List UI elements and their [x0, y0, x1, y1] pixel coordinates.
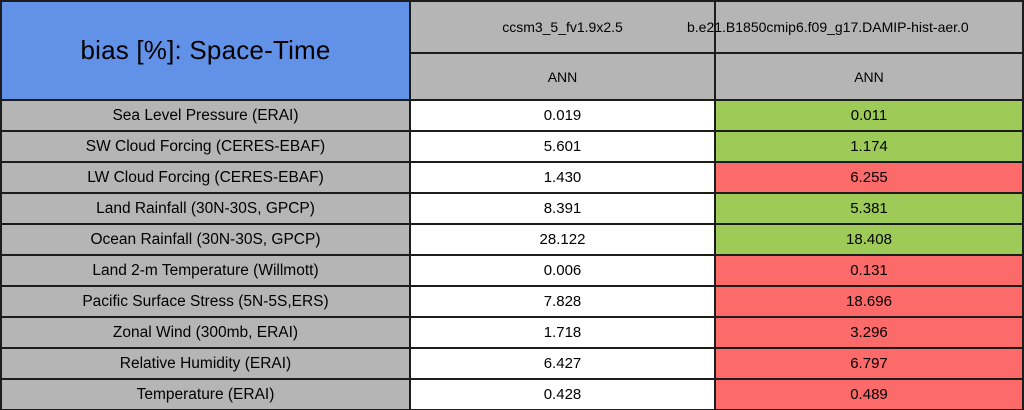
status-value-cell: 0.131 [716, 256, 1022, 285]
row-label: LW Cloud Forcing (CERES-EBAF) [2, 163, 409, 192]
value-cell: 28.122 [411, 225, 714, 254]
status-value-cell: 18.696 [716, 287, 1022, 316]
value-cell: 5.601 [411, 132, 714, 161]
row-label: Land Rainfall (30N-30S, GPCP) [2, 194, 409, 223]
value-cell: 1.718 [411, 318, 714, 347]
value-cell: 1.430 [411, 163, 714, 192]
value-cell: 8.391 [411, 194, 714, 223]
subheader-season-1: ANN [411, 54, 714, 99]
subheader-season-2: ANN [716, 54, 1022, 99]
status-value-cell: 1.174 [716, 132, 1022, 161]
value-cell: 6.427 [411, 349, 714, 378]
row-label: Pacific Surface Stress (5N-5S,ERS) [2, 287, 409, 316]
value-cell: 0.006 [411, 256, 714, 285]
value-cell: 0.019 [411, 101, 714, 130]
row-label: Sea Level Pressure (ERAI) [2, 101, 409, 130]
row-label: Relative Humidity (ERAI) [2, 349, 409, 378]
status-value-cell: 6.797 [716, 349, 1022, 378]
status-value-cell: 18.408 [716, 225, 1022, 254]
table-title-cell: bias [%]: Space-Time [2, 2, 409, 99]
row-label: Temperature (ERAI) [2, 380, 409, 409]
column-header-model-1: ccsm3_5_fv1.9x2.5 [411, 2, 714, 52]
column-header-model-2-text: b.e21.B1850cmip6.f09_g17.DAMIP-hist-aer.… [687, 19, 969, 35]
status-value-cell: 3.296 [716, 318, 1022, 347]
status-value-cell: 0.489 [716, 380, 1022, 409]
status-value-cell: 0.011 [716, 101, 1022, 130]
row-label: Ocean Rainfall (30N-30S, GPCP) [2, 225, 409, 254]
row-label: Land 2-m Temperature (Willmott) [2, 256, 409, 285]
value-cell: 7.828 [411, 287, 714, 316]
status-value-cell: 5.381 [716, 194, 1022, 223]
value-cell: 0.428 [411, 380, 714, 409]
row-label: Zonal Wind (300mb, ERAI) [2, 318, 409, 347]
status-value-cell: 6.255 [716, 163, 1022, 192]
row-label: SW Cloud Forcing (CERES-EBAF) [2, 132, 409, 161]
column-header-model-2: b.e21.B1850cmip6.f09_g17.DAMIP-hist-aer.… [687, 2, 1022, 52]
